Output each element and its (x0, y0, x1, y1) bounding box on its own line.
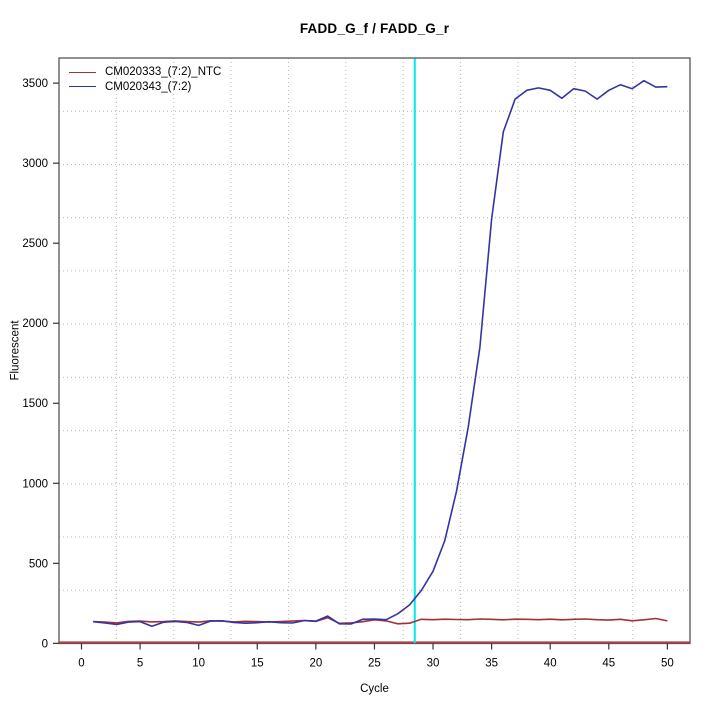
y-tick-label: 500 (29, 558, 48, 570)
legend-label-ntc: CM020333_(7:2)_NTC (105, 66, 222, 79)
y-tick-label: 1000 (22, 478, 48, 490)
x-tick-label: 40 (544, 658, 557, 670)
legend-item-sample: CM020343_(7:2) (69, 80, 221, 95)
y-tick-label: 2500 (22, 238, 48, 250)
x-tick-label: 20 (309, 658, 322, 670)
y-tick-label: 3500 (22, 78, 48, 90)
legend-item-ntc: CM020333_(7:2)_NTC (69, 65, 221, 80)
x-tick-label: 15 (251, 658, 264, 670)
y-tick-label: 3000 (22, 158, 48, 170)
x-tick-label: 35 (485, 658, 498, 670)
plot-border (58, 57, 691, 645)
series-line-sample (93, 79, 668, 628)
y-tick-label: 1500 (22, 398, 48, 410)
x-axis-title: Cycle (360, 683, 389, 695)
x-tick-label: 45 (602, 658, 615, 670)
y-axis-title: Fluorescent (9, 320, 22, 381)
x-tick-label: 10 (192, 658, 205, 670)
x-tick-label: 0 (78, 658, 84, 670)
x-tick-label: 50 (661, 658, 674, 670)
x-tick-label: 5 (137, 658, 143, 670)
legend-line-swatch-blue (69, 86, 96, 88)
y-tick-label: 0 (42, 638, 48, 650)
series-line-ntc (93, 616, 668, 625)
legend-line-swatch-red (69, 71, 96, 73)
x-tick-label: 30 (427, 658, 440, 670)
y-tick-label: 2000 (22, 318, 48, 330)
legend: CM020333_(7:2)_NTC CM020343_(7:2) (69, 65, 221, 94)
chart-title: FADD_G_f / FADD_G_r (299, 21, 450, 36)
legend-label-sample: CM020343_(7:2) (105, 80, 192, 93)
x-tick-label: 25 (368, 658, 381, 670)
